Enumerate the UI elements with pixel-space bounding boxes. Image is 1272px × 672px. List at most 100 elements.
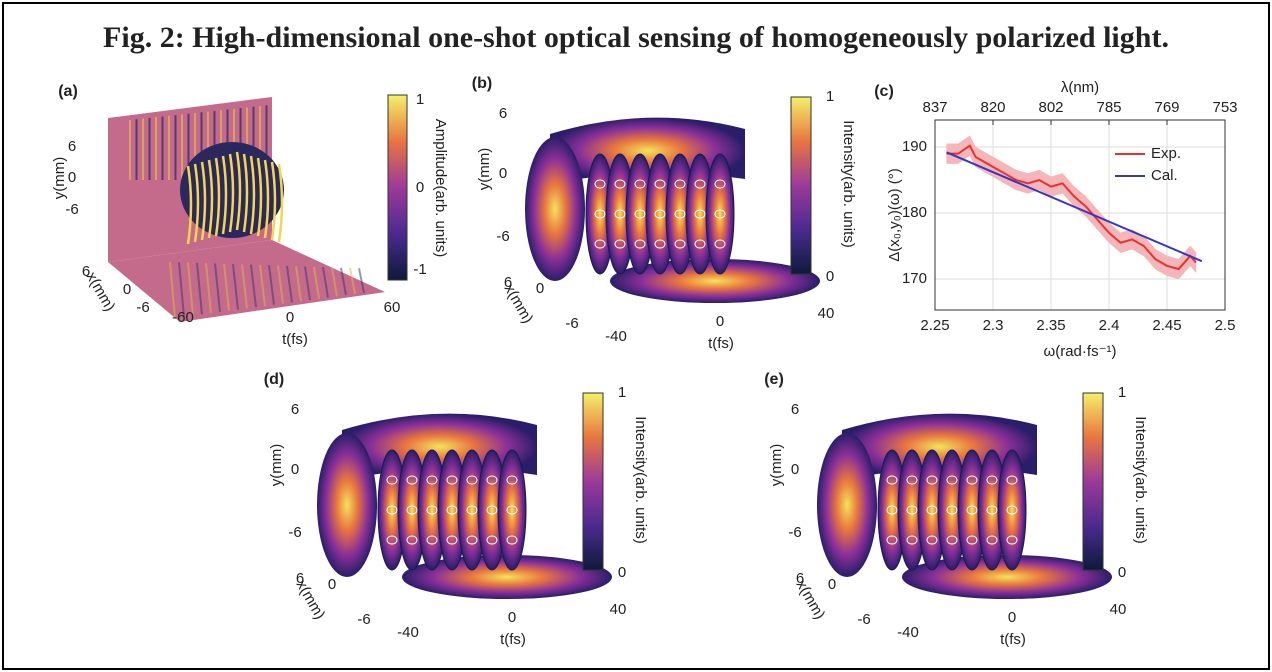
y-tick-label: 180 [902, 204, 927, 221]
x-tick-label: 6 [504, 274, 512, 291]
polarization-marker [674, 239, 686, 249]
y-tick-label: -6 [788, 524, 801, 541]
panel-label: (a) [58, 83, 78, 100]
colorbar-label: Intensity(arb. units) [1132, 416, 1149, 544]
polarization-marker [906, 535, 918, 545]
panel-label: (e) [764, 371, 784, 388]
floor-stripe [187, 262, 194, 316]
side-projection [817, 433, 877, 577]
polarization-marker [986, 505, 998, 515]
polarization-marker [466, 475, 478, 485]
floor-stripe [277, 265, 284, 304]
x-tick-label: -6 [857, 611, 870, 628]
floor-stripe [268, 265, 275, 305]
axis-label: t(fs) [282, 331, 308, 348]
figure-title: Fig. 2: High-dimensional one-shot optica… [103, 21, 1169, 54]
x2-tick-label: 753 [1212, 99, 1237, 116]
colorbar-label: Intensity(arb. units) [632, 416, 649, 544]
polarization-marker [426, 475, 438, 485]
colorbar-tick-label: -1 [413, 261, 426, 278]
polarization-marker [634, 239, 646, 249]
floor-stripe [358, 268, 365, 293]
polarization-marker [386, 475, 398, 485]
polarization-marker [674, 179, 686, 189]
polarization-marker [426, 535, 438, 545]
floor-stripe [250, 264, 257, 308]
t-tick-label: 0 [1008, 609, 1016, 626]
y-tick-label: -6 [496, 228, 509, 245]
t-tick-label: -40 [605, 328, 627, 345]
axis-label: t(fs) [500, 631, 526, 648]
polarization-marker [1006, 505, 1018, 515]
polarization-marker [406, 535, 418, 545]
x-tick-label: 6 [82, 263, 90, 280]
polarization-marker [486, 535, 498, 545]
polarization-marker [466, 535, 478, 545]
polarization-marker [594, 239, 606, 249]
x-tick-label: 0 [123, 281, 131, 298]
t-tick-label: -40 [397, 624, 419, 641]
x-tick-label: -6 [357, 611, 370, 628]
pulse-stripe [214, 157, 221, 237]
polarization-marker [654, 179, 666, 189]
x-tick-label: 6 [796, 570, 804, 587]
polarization-marker [946, 505, 958, 515]
polarization-marker [1006, 535, 1018, 545]
t-tick-label: 0 [286, 309, 294, 326]
t-tick-label: 0 [508, 609, 516, 626]
series-line [946, 151, 1203, 263]
polarization-marker [926, 505, 938, 515]
polarization-marker [386, 505, 398, 515]
polarization-marker [406, 475, 418, 485]
colorbar [1082, 392, 1104, 571]
panel-label: (c) [874, 83, 894, 100]
pulse-stripe [200, 161, 207, 241]
floor-stripe [214, 263, 221, 313]
floor-stripe [241, 264, 248, 309]
plot-frame [934, 119, 1226, 311]
legend-label: Cal. [1151, 167, 1178, 184]
polarization-marker [906, 475, 918, 485]
polarization-marker [634, 209, 646, 219]
polarization-marker [906, 505, 918, 515]
pulse-stripe [256, 157, 263, 237]
polarization-marker [714, 209, 726, 219]
polarization-marker [486, 505, 498, 515]
t-tick-label: -40 [897, 624, 919, 641]
floor-stripe [169, 261, 176, 319]
axis-label: t(fs) [708, 335, 734, 352]
axis-label: x(mm) [792, 577, 828, 622]
colorbar [790, 96, 812, 275]
colorbar-tick-label: 0 [618, 564, 626, 581]
polarization-marker [886, 475, 898, 485]
polarization-marker [446, 475, 458, 485]
axis-label: y(mm) [268, 444, 285, 486]
x2-tick-label: 802 [1038, 99, 1063, 116]
polarization-marker [1006, 475, 1018, 485]
x-axis-label: ω(rad·fs⁻¹) [1044, 343, 1117, 360]
polarization-marker [506, 475, 518, 485]
pulse-stripe [207, 159, 214, 239]
floor-stripe [340, 267, 347, 296]
x2-tick-label: 769 [1154, 99, 1179, 116]
floor-stripe [313, 266, 320, 299]
polarization-marker [654, 239, 666, 249]
x2-tick-label: 837 [922, 99, 947, 116]
x2-tick-label: 785 [1096, 99, 1121, 116]
polarization-marker [886, 535, 898, 545]
pulse-stripe [270, 161, 277, 241]
panel-label: (b) [472, 75, 492, 92]
axis-label: y(mm) [476, 148, 493, 190]
pulse-stripe [242, 153, 249, 233]
colorbar-tick-label: 1 [416, 91, 424, 108]
polarization-marker [986, 475, 998, 485]
y-tick-label: 6 [291, 401, 299, 418]
t-tick-label: 40 [1110, 601, 1127, 618]
y-axis-label: Δ(x₀,y₀)(ω) (°) [886, 168, 903, 262]
y-tick-label: 6 [791, 401, 799, 418]
x2-tick-label: 820 [980, 99, 1005, 116]
polarization-marker [614, 179, 626, 189]
y-tick-label: 170 [902, 270, 927, 287]
colorbar-tick-label: 1 [1118, 384, 1126, 401]
